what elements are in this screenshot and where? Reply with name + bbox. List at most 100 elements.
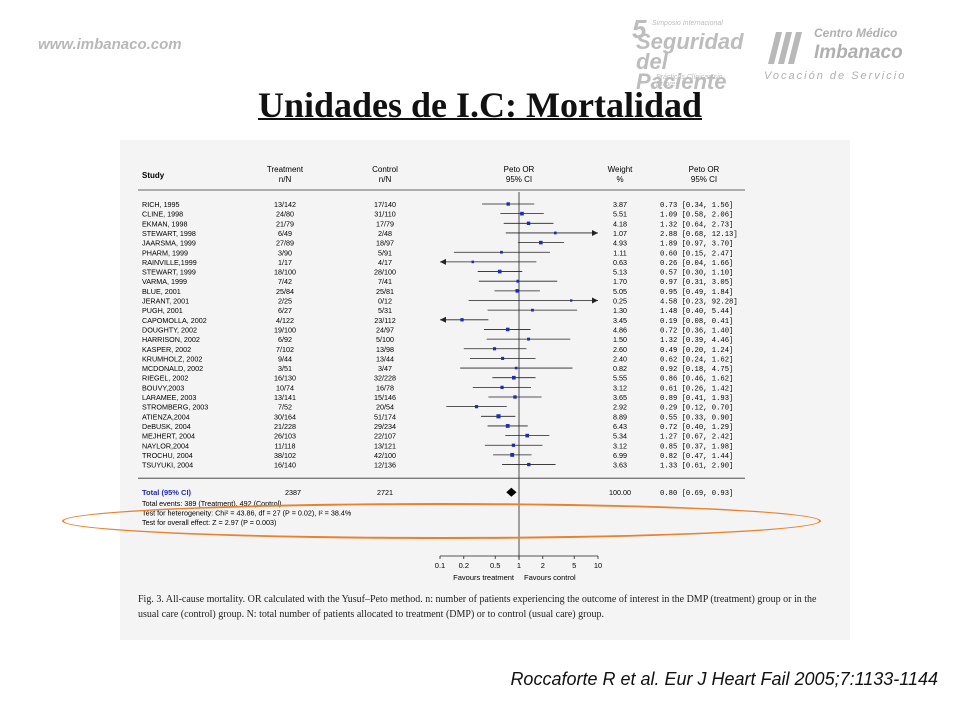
row-treatment: 6/49	[278, 229, 292, 238]
row-study: CAPOMOLLA, 2002	[142, 316, 207, 325]
figure-caption: Fig. 3. All-cause mortality. OR calculat…	[138, 594, 817, 620]
row-control: 29/234	[374, 422, 396, 431]
row-study: BOUVY,2003	[142, 383, 184, 392]
row-treatment: 9/44	[278, 354, 292, 363]
row-weight: 0.63	[613, 258, 627, 267]
row-treatment: 25/84	[276, 287, 294, 296]
row-control: 51/174	[374, 412, 396, 421]
header-study: Study	[142, 171, 165, 180]
row-treatment: 27/89	[276, 239, 294, 248]
imbanaco-emblem-icon	[768, 32, 802, 64]
row-control: 13/44	[376, 354, 394, 363]
row-study: RAINVILLE,1999	[142, 258, 197, 267]
row-control: 13/121	[374, 441, 396, 450]
row-control: 23/112	[374, 316, 395, 325]
total-ci: 0.80 [0.69, 0.93]	[660, 490, 733, 498]
row-control: 28/100	[374, 268, 396, 277]
row-treatment: 30/164	[274, 412, 296, 421]
row-weight: 5.55	[613, 374, 627, 383]
row-ci: 4.58 [0.23, 92.28]	[660, 299, 738, 307]
header-weight-title: Weight	[608, 165, 634, 174]
row-control: 12/136	[374, 461, 396, 470]
row-ci: 1.48 [0.40, 5.44]	[660, 308, 733, 316]
row-weight: 0.82	[613, 364, 627, 373]
favours-right-label: Favours control	[524, 573, 576, 582]
row-ci: 0.26 [0.04, 1.66]	[660, 260, 733, 268]
total-control: 2721	[377, 488, 393, 497]
x-tick-label: 1	[517, 561, 521, 570]
row-control: 18/97	[376, 239, 394, 248]
row-ci: 0.95 [0.49, 1.84]	[660, 289, 733, 297]
row-control: 22/107	[374, 432, 396, 441]
row-weight: 1.50	[613, 335, 627, 344]
row-or-marker	[513, 395, 517, 399]
row-study: PHARM, 1999	[142, 248, 188, 257]
row-weight: 5.13	[613, 268, 627, 277]
total-weight: 100.00	[609, 488, 631, 497]
row-control: 20/54	[376, 403, 394, 412]
row-or-marker	[531, 308, 534, 312]
row-treatment: 21/79	[276, 219, 294, 228]
row-or-marker	[526, 221, 531, 226]
row-ci-arrow-left	[440, 258, 446, 265]
row-or-marker	[505, 424, 510, 428]
row-study: HARRISON, 2002	[142, 335, 200, 344]
row-weight: 6.43	[613, 422, 627, 431]
row-ci-arrow-right	[592, 229, 598, 236]
row-or-marker	[553, 231, 557, 235]
row-ci: 0.85 [0.37, 1.98]	[660, 443, 733, 451]
header-treatment-sub: n/N	[279, 175, 292, 184]
row-treatment: 24/80	[276, 210, 294, 219]
row-ci: 0.92 [0.18, 4.75]	[660, 366, 733, 374]
row-study: MCDONALD, 2002	[142, 364, 203, 373]
row-ci: 0.61 [0.26, 1.42]	[660, 385, 733, 393]
header-treatment-title: Treatment	[267, 165, 304, 174]
row-ci: 0.86 [0.46, 1.62]	[660, 376, 733, 384]
row-ci: 0.62 [0.24, 1.62]	[660, 356, 733, 364]
row-control: 32/228	[374, 374, 396, 383]
row-treatment: 6/92	[278, 335, 292, 344]
row-weight: 3.87	[613, 200, 627, 209]
row-weight: 1.07	[613, 229, 627, 238]
row-treatment: 7/42	[278, 277, 292, 286]
row-ci: 0.55 [0.33, 0.90]	[660, 414, 733, 422]
row-weight: 4.18	[613, 219, 627, 228]
brand-name-line2: Imbanaco	[814, 42, 903, 63]
row-study: KRUMHOLZ, 2002	[142, 354, 202, 363]
row-weight: 0.25	[613, 297, 627, 306]
row-control: 5/91	[378, 248, 392, 257]
row-weight: 1.30	[613, 306, 627, 315]
row-control: 5/31	[378, 306, 392, 315]
row-control: 15/146	[374, 393, 396, 402]
row-study: RICH, 1995	[142, 200, 180, 209]
row-control: 7/41	[378, 277, 392, 286]
header-control-sub: n/N	[379, 175, 392, 184]
row-weight: 4.93	[613, 239, 627, 248]
citation: Roccaforte R et al. Eur J Heart Fail 200…	[510, 669, 938, 689]
header-weight-sub: %	[616, 175, 623, 184]
x-tick-label: 0.5	[490, 561, 500, 570]
row-weight: 3.45	[613, 316, 627, 325]
row-weight: 2.60	[613, 345, 627, 354]
symposium-line2: Seguridad	[636, 29, 744, 54]
row-ci: 0.29 [0.12, 0.70]	[660, 405, 733, 413]
row-treatment: 1/17	[278, 258, 292, 267]
row-ci: 0.57 [0.30, 1.10]	[660, 270, 733, 278]
row-or-marker	[510, 452, 515, 457]
row-weight: 2.92	[613, 403, 627, 412]
row-ci: 0.82 [0.47, 1.44]	[660, 453, 733, 461]
header-peto-ci-title: Peto OR	[689, 165, 720, 174]
row-study: STEWART, 1999	[142, 268, 196, 277]
row-treatment: 7/102	[276, 345, 294, 354]
row-study: DeBUSK, 2004	[142, 422, 191, 431]
row-weight: 6.99	[613, 451, 627, 460]
site-url: www.imbanaco.com	[38, 36, 182, 53]
row-or-marker	[460, 318, 464, 322]
row-or-marker	[511, 443, 516, 447]
brand-name-line1: Centro Médico	[814, 26, 898, 40]
symposium-line4: Prácticas Clínicas sin Errores	[656, 74, 723, 88]
row-or-marker	[516, 279, 520, 283]
slide-title: Unidades de I.C: Mortalidad	[0, 84, 960, 126]
row-control: 42/100	[374, 451, 396, 460]
row-or-marker	[514, 366, 518, 370]
